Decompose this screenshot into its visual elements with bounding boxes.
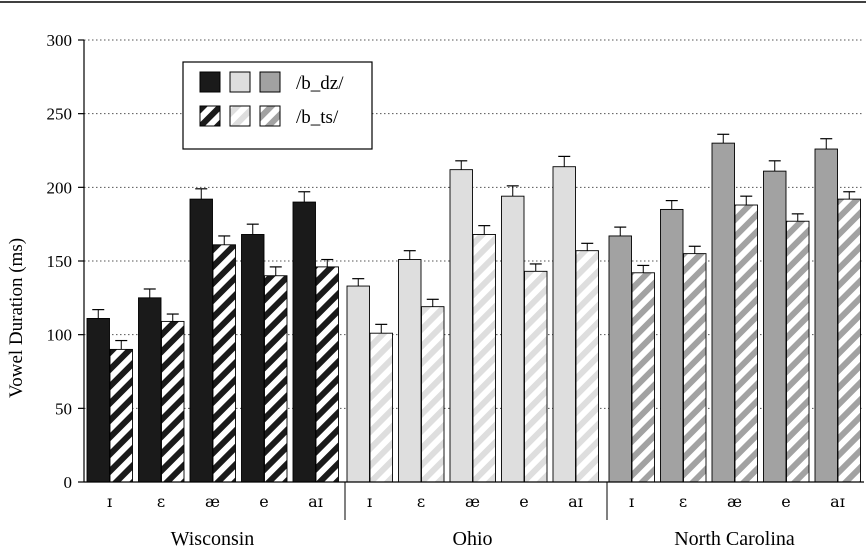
legend-label-dz: /b_dz/	[296, 73, 344, 94]
x-tick-label: ɪ	[107, 492, 112, 511]
bar-wisconsin-dz	[86, 318, 110, 483]
bar-wisconsin-dz	[292, 201, 316, 483]
bars	[86, 142, 861, 483]
bar-wisconsin-ts	[315, 266, 339, 483]
bar-north-carolina-ts	[837, 198, 861, 483]
bar-ohio-ts	[369, 332, 393, 483]
bar-ohio-ts	[472, 234, 496, 483]
axis-labels: 0 50 100 150 200 250 300 ɪ ɛ æ e aɪ Wisconsin ɪ ɛ æ e aɪ O…	[47, 31, 845, 550]
x-tick-label: ɛ	[679, 492, 687, 511]
x-tick-label: ɪ	[629, 492, 634, 511]
x-tick-label: e	[519, 492, 528, 511]
legend-swatch-ts	[199, 105, 221, 127]
region-label: Wisconsin	[171, 528, 255, 550]
bar-north-carolina-ts	[786, 220, 810, 483]
y-tick-label: 50	[55, 399, 72, 418]
bar-ohio-ts	[421, 306, 445, 483]
bar-north-carolina-ts	[683, 253, 707, 483]
region-label: Ohio	[453, 528, 493, 550]
bar-north-carolina-dz	[660, 208, 684, 483]
x-tick-label: æ	[205, 492, 220, 511]
bar-north-carolina-dz	[711, 142, 735, 483]
bar-wisconsin-ts	[264, 275, 288, 483]
x-tick-label: e	[259, 492, 268, 511]
x-tick-label: ɛ	[157, 492, 165, 511]
y-axis-title: Vowel Duration (ms)	[6, 238, 27, 398]
x-tick-label: æ	[727, 492, 742, 511]
x-tick-label: e	[781, 492, 790, 511]
y-tick-label: 150	[47, 252, 73, 271]
y-tick-label: 100	[47, 326, 73, 345]
legend-swatch-dz	[229, 71, 251, 93]
bar-ohio-dz	[398, 259, 422, 483]
bar-ohio-ts	[524, 270, 548, 483]
bar-ohio-dz	[449, 169, 473, 483]
bar-ohio-dz	[552, 166, 576, 483]
x-tick-label: aɪ	[568, 492, 583, 511]
bar-north-carolina-dz	[763, 170, 787, 483]
legend-swatch-ts	[259, 105, 281, 127]
x-tick-label: æ	[465, 492, 480, 511]
axes	[78, 39, 864, 520]
bar-north-carolina-dz	[608, 235, 632, 483]
bar-wisconsin-dz	[189, 198, 213, 483]
x-tick-label: ɛ	[417, 492, 425, 511]
x-tick-label: aɪ	[308, 492, 323, 511]
legend-swatch-dz	[259, 71, 281, 93]
error-bars	[92, 133, 856, 350]
y-tick-label: 200	[47, 178, 73, 197]
bar-wisconsin-dz	[138, 297, 162, 483]
bar-ohio-dz	[501, 195, 525, 483]
bar-wisconsin-dz	[241, 234, 265, 483]
legend-swatch-dz	[199, 71, 221, 93]
legend-swatch-ts	[229, 105, 251, 127]
y-tick-label: 250	[47, 105, 73, 124]
bar-wisconsin-ts	[212, 244, 236, 483]
y-tick-label: 300	[47, 31, 73, 50]
bar-wisconsin-ts	[161, 320, 185, 483]
region-label: North Carolina	[674, 528, 795, 550]
x-tick-label: aɪ	[830, 492, 845, 511]
x-tick-label: ɪ	[367, 492, 372, 511]
legend: /b_dz/ /b_ts/	[182, 61, 373, 150]
bar-north-carolina-ts	[734, 204, 758, 483]
bar-ohio-dz	[346, 285, 370, 483]
bar-ohio-ts	[575, 250, 599, 483]
bar-north-carolina-dz	[814, 148, 838, 483]
y-tick-label: 0	[64, 473, 73, 492]
legend-label-ts: /b_ts/	[296, 107, 339, 128]
bar-north-carolina-ts	[631, 272, 655, 483]
bar-wisconsin-ts	[109, 348, 133, 483]
